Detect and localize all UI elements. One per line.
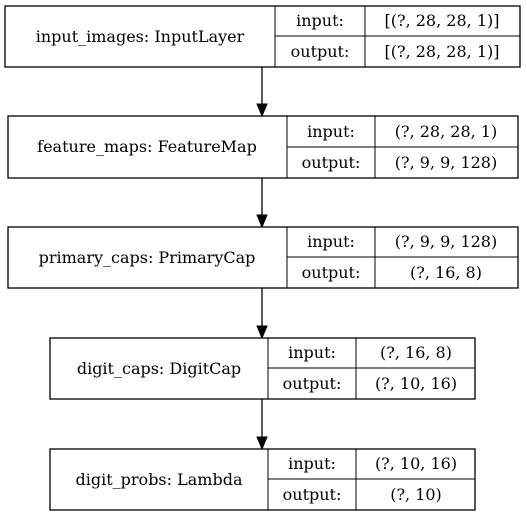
node-label: feature_maps: FeatureMap (37, 137, 257, 156)
node-digit-caps: digit_caps: DigitCap input: output: (?, … (49, 337, 476, 400)
arrow-head (256, 103, 268, 118)
output-shape: (?, 16, 8) (410, 263, 482, 282)
arrow-head (256, 325, 268, 340)
node-label: input_images: InputLayer (36, 27, 245, 46)
arrow-head (256, 436, 268, 451)
input-key: input: (307, 122, 355, 141)
node-label: digit_probs: Lambda (76, 470, 243, 489)
output-key: output: (283, 374, 342, 393)
output-shape: [(?, 28, 28, 1)] (385, 42, 500, 61)
output-shape: (?, 9, 9, 128) (395, 153, 497, 172)
output-key: output: (291, 42, 350, 61)
input-shape: (?, 16, 8) (380, 343, 452, 362)
input-shape: (?, 10, 16) (375, 454, 457, 473)
node-label: digit_caps: DigitCap (77, 359, 241, 378)
input-key: input: (296, 11, 344, 30)
output-key: output: (302, 153, 361, 172)
node-primary-caps: primary_caps: PrimaryCap input: output: … (7, 226, 519, 289)
input-key: input: (288, 454, 336, 473)
input-key: input: (307, 232, 355, 251)
output-shape: (?, 10) (390, 485, 442, 504)
input-key: input: (288, 343, 336, 362)
output-key: output: (302, 263, 361, 282)
input-shape: (?, 9, 9, 128) (395, 232, 497, 251)
node-label: primary_caps: PrimaryCap (39, 248, 256, 267)
output-shape: (?, 10, 16) (375, 374, 457, 393)
node-digit-probs: digit_probs: Lambda input: output: (?, 1… (49, 448, 476, 511)
arrow-head (256, 214, 268, 229)
node-feature-maps: feature_maps: FeatureMap input: output: … (7, 115, 519, 179)
input-shape: (?, 28, 28, 1) (395, 122, 497, 141)
input-shape: [(?, 28, 28, 1)] (385, 11, 500, 30)
output-key: output: (283, 485, 342, 504)
node-input-images: input_images: InputLayer input: output: … (4, 5, 521, 68)
